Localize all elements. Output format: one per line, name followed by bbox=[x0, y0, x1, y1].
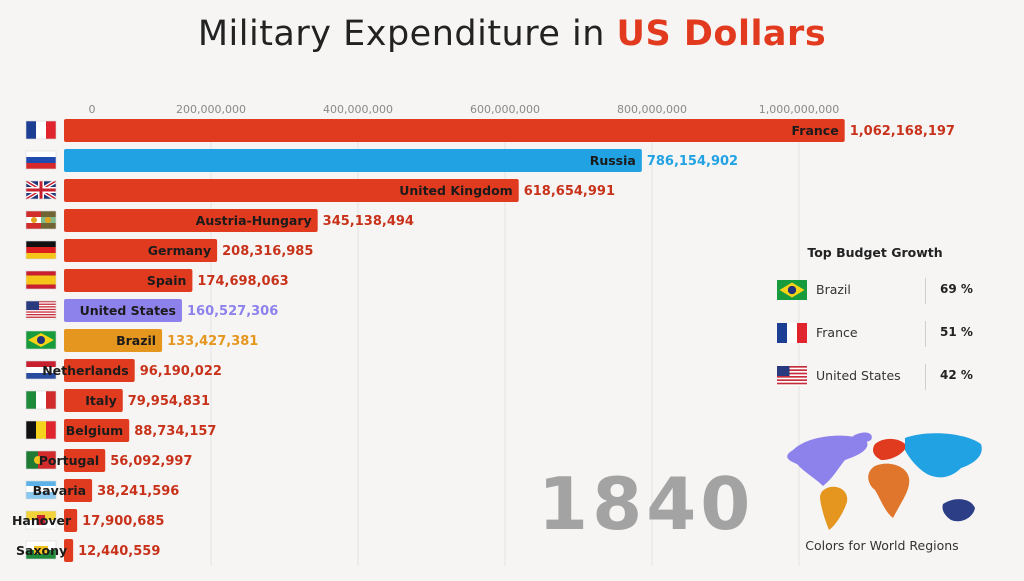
bar bbox=[64, 179, 519, 202]
x-tick-label: 800,000,000 bbox=[617, 103, 687, 116]
greenland-shape bbox=[853, 432, 872, 443]
chart-title: Military Expenditure in US Dollars bbox=[0, 14, 1024, 54]
south-america-shape bbox=[820, 486, 848, 530]
x-tick-label: 600,000,000 bbox=[470, 103, 540, 116]
bavaria-flag-icon bbox=[25, 480, 57, 500]
growth-row: France 51 % bbox=[770, 321, 980, 366]
brazil-flag-icon bbox=[25, 330, 57, 350]
bar-value-label: 79,954,831 bbox=[128, 394, 210, 409]
bar-value-label: 133,427,381 bbox=[167, 334, 258, 349]
bar bbox=[64, 479, 93, 502]
asia-shape bbox=[905, 433, 982, 478]
saxony-flag-icon bbox=[25, 540, 57, 560]
growth-row: United States 42 % bbox=[770, 364, 980, 409]
growth-row: Brazil 69 % bbox=[770, 278, 980, 323]
spain-flag-icon bbox=[25, 270, 57, 290]
usa-flag-icon bbox=[777, 366, 807, 386]
bar-value-label: 174,698,063 bbox=[197, 274, 288, 289]
bar bbox=[64, 419, 130, 442]
bar-category-label: Brazil bbox=[116, 333, 156, 348]
bar bbox=[64, 509, 78, 532]
oceania-shape bbox=[942, 499, 975, 522]
bar bbox=[64, 449, 106, 472]
bar-value-label: 88,734,157 bbox=[134, 424, 216, 439]
bar-category-label: Austria-Hungary bbox=[196, 213, 312, 228]
bar-value-label: 345,138,494 bbox=[323, 214, 414, 229]
growth-value: 69 % bbox=[940, 282, 973, 296]
belgium-flag-icon bbox=[25, 420, 57, 440]
bar bbox=[64, 119, 845, 142]
bar-category-label: Belgium bbox=[66, 423, 123, 438]
x-tick-label: 0 bbox=[89, 103, 96, 116]
bar-value-label: 17,900,685 bbox=[82, 514, 164, 529]
bar-category-label: France bbox=[792, 123, 839, 138]
africa-shape bbox=[868, 463, 910, 518]
france-flag-icon bbox=[777, 323, 807, 343]
bar-category-label: United States bbox=[80, 303, 176, 318]
portugal-flag-icon bbox=[25, 450, 57, 470]
bar bbox=[64, 269, 193, 292]
growth-value: 42 % bbox=[940, 368, 973, 382]
divider bbox=[925, 278, 926, 304]
budget-growth-panel: Top Budget Growth Brazil 69 % France 51 … bbox=[770, 245, 980, 409]
bar-value-label: 38,241,596 bbox=[97, 484, 179, 499]
world-map-icon bbox=[787, 432, 982, 530]
bar-category-label: Saxony bbox=[16, 543, 67, 558]
bar-value-label: 208,316,985 bbox=[222, 244, 313, 259]
italy-flag-icon bbox=[25, 390, 57, 410]
bar-category-label: Russia bbox=[590, 153, 636, 168]
growth-name: France bbox=[816, 325, 858, 340]
bar-value-label: 160,527,306 bbox=[187, 304, 278, 319]
bar-value-label: 1,062,168,197 bbox=[850, 124, 955, 139]
x-tick-label: 1,000,000,000 bbox=[759, 103, 839, 116]
bar-category-label: Spain bbox=[147, 273, 187, 288]
bar bbox=[64, 149, 642, 172]
title-prefix: Military Expenditure in bbox=[197, 14, 617, 54]
bar bbox=[64, 239, 218, 262]
usa-flag-icon bbox=[25, 300, 57, 320]
map-caption: Colors for World Regions bbox=[805, 538, 959, 553]
france-flag-icon bbox=[25, 120, 57, 140]
bar-value-label: 786,154,902 bbox=[647, 154, 738, 169]
bar bbox=[64, 359, 135, 382]
austria-hungary-flag-icon bbox=[25, 210, 57, 230]
bar bbox=[64, 389, 123, 412]
netherlands-flag-icon bbox=[25, 360, 57, 380]
bar-value-label: 12,440,559 bbox=[78, 544, 160, 559]
russia-flag-icon bbox=[25, 150, 57, 170]
bar bbox=[64, 329, 163, 352]
bar-value-label: 96,190,022 bbox=[140, 364, 222, 379]
x-tick-label: 200,000,000 bbox=[176, 103, 246, 116]
bar-value-label: 618,654,991 bbox=[524, 184, 615, 199]
bar-category-label: Netherlands bbox=[42, 363, 128, 378]
germany-flag-icon bbox=[25, 240, 57, 260]
year-label: 1840 bbox=[538, 462, 755, 546]
growth-name: United States bbox=[816, 368, 901, 383]
brazil-flag-icon bbox=[777, 280, 807, 300]
europe-shape bbox=[873, 438, 907, 460]
bar-category-label: Portugal bbox=[39, 453, 99, 468]
bar-category-label: Bavaria bbox=[33, 483, 86, 498]
title-highlight: US Dollars bbox=[616, 14, 827, 54]
bar-category-label: Italy bbox=[85, 393, 117, 408]
bar-category-label: Germany bbox=[148, 243, 211, 258]
bar-category-label: United Kingdom bbox=[399, 183, 512, 198]
growth-title: Top Budget Growth bbox=[807, 245, 943, 260]
divider bbox=[925, 364, 926, 390]
divider bbox=[925, 321, 926, 347]
growth-value: 51 % bbox=[940, 325, 973, 339]
bar-value-label: 56,092,997 bbox=[110, 454, 192, 469]
x-tick-label: 400,000,000 bbox=[323, 103, 393, 116]
bar-category-label: Hanover bbox=[12, 513, 72, 528]
bar bbox=[64, 209, 318, 232]
growth-name: Brazil bbox=[816, 282, 851, 297]
uk-flag-icon bbox=[24, 179, 58, 201]
bar bbox=[64, 299, 182, 322]
north-america-shape bbox=[787, 435, 868, 486]
hanover-flag-icon bbox=[25, 510, 57, 530]
bar bbox=[64, 539, 74, 562]
